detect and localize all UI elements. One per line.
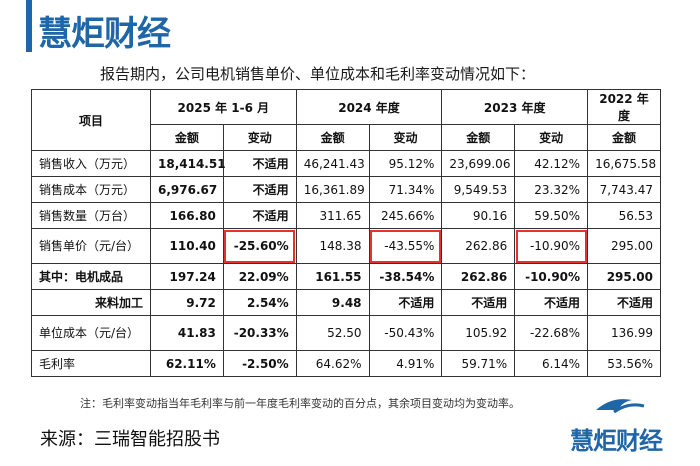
table-cell: 71.34% [368,176,443,203]
table-row: 来料加工 9.72 2.54% 9.48 不适用 不适用 不适用 不适用 [31,289,661,316]
row-label: 销售数量（万台） [31,202,151,229]
row-label: 销售成本（万元） [31,176,151,203]
table-cell: 46,241.43 [295,150,370,177]
subheader: 金额 [441,124,516,151]
table-cell: 166.80 [150,202,224,229]
period-header: 2022 年度 [587,89,661,125]
subheader: 变动 [222,124,297,151]
row-label: 销售单价（元/台） [31,228,151,264]
brand-logo: 慧炬财经 [38,14,171,54]
table-row: 销售成本（万元） 6,976.67 不适用 16,361.89 71.34% 9… [31,176,661,203]
row-label: 其中：电机成品 [31,263,151,290]
logo-swoosh-icon [596,399,645,414]
table-cell: 9.48 [295,289,370,316]
table-cell: 136.99 [587,315,661,351]
table-cell: 7,743.47 [587,176,661,203]
table-cell: 148.38 [295,228,370,264]
table-footnote: 注：毛利率变动指当年毛利率与前一年度毛利率变动的百分点，其余项目变动均为变动率。 [80,397,520,410]
table-cell: -20.33% [222,315,297,351]
table-row: 毛利率 62.11% -2.50% 64.62% 4.91% 59.71% 6.… [31,350,661,377]
table-cell: 295.00 [587,228,661,264]
table-row: 销售数量（万台） 166.80 不适用 311.65 245.66% 90.16… [31,202,661,229]
table-cell: 不适用 [222,202,297,229]
row-label: 来料加工 [31,289,151,316]
table-cell: 不适用 [368,289,443,316]
intro-text: 报告期内，公司电机销售单价、单位成本和毛利率变动情况如下： [100,65,536,83]
table-cell: 311.65 [295,202,370,229]
period-header: 2024 年度 [295,89,443,125]
table-cell: 245.66% [368,202,443,229]
table-cell: 56.53 [587,202,661,229]
table-cell: 6,976.67 [150,176,224,203]
table-cell: 6.14% [514,350,589,377]
table-cell: -38.54% [368,263,443,290]
table-cell: 23,699.06 [441,150,516,177]
period-header: 2025 年 1-6 月 [150,89,297,125]
table-cell: 62.11% [150,350,224,377]
table-cell: 23.32% [514,176,589,203]
table-cell: 不适用 [514,289,589,316]
source-caption: 来源：三瑞智能招股书 [40,429,220,450]
table-cell: 105.92 [441,315,516,351]
table-cell: 9.72 [150,289,224,316]
table-cell: 262.86 [441,263,516,290]
table-cell: 不适用 [222,176,297,203]
table-cell: 161.55 [295,263,370,290]
table-cell: 110.40 [150,228,224,264]
row-label: 单位成本（元/台） [31,315,151,351]
row-label: 销售收入（万元） [31,150,151,177]
table-cell: -22.68% [514,315,589,351]
table-cell: 262.86 [441,228,516,264]
table-cell: 不适用 [587,289,661,316]
table-cell: 不适用 [222,150,297,177]
table-cell: 41.83 [150,315,224,351]
table-cell: -50.43% [368,315,443,351]
col-header-item: 项目 [31,89,151,151]
table-cell: 2.54% [222,289,297,316]
table-cell: 95.12% [368,150,443,177]
table-cell: 52.50 [295,315,370,351]
table-cell: 59.71% [441,350,516,377]
subheader: 金额 [587,124,661,151]
table-cell: 4.91% [368,350,443,377]
table-row: 销售收入（万元） 18,414.51 不适用 46,241.43 95.12% … [31,150,661,177]
table-cell: 59.50% [514,202,589,229]
table-cell: 295.00 [587,263,661,290]
subheader: 变动 [368,124,443,151]
subheader: 金额 [150,124,224,151]
table-cell: 64.62% [295,350,370,377]
table-cell: 9,549.53 [441,176,516,203]
table-row: 单位成本（元/台） 41.83 -20.33% 52.50 -50.43% 10… [31,315,661,351]
table-cell: 18,414.51 [150,150,226,177]
table-cell: 22.09% [222,263,297,290]
table-cell: 16,361.89 [295,176,370,203]
table-row: 销售单价（元/台） 110.40 -25.60% 148.38 -43.55% … [31,228,661,264]
subheader: 变动 [514,124,589,151]
header-accent-bar [26,0,32,52]
highlighted-cell: -25.60% [222,228,297,264]
highlighted-cell: -43.55% [368,228,443,264]
table-cell: -2.50% [222,350,297,377]
table-cell: 不适用 [441,289,516,316]
row-label: 毛利率 [31,350,151,377]
period-header: 2023 年度 [441,89,589,125]
table-cell: 90.16 [441,202,516,229]
table-cell: 16,675.58 [587,150,661,177]
sales-price-table: 项目 2025 年 1-6 月 2024 年度 2023 年度 2022 年度 … [31,89,661,377]
brand-logo-bottom: 慧炬财经 [570,427,663,455]
table-cell: -10.90% [514,263,589,290]
table-cell: 197.24 [150,263,224,290]
table-cell: 42.12% [514,150,589,177]
subheader: 金额 [295,124,370,151]
table-cell: 53.56% [587,350,661,377]
highlighted-cell: -10.90% [514,228,589,264]
table-row: 其中：电机成品 197.24 22.09% 161.55 -38.54% 262… [31,263,661,290]
